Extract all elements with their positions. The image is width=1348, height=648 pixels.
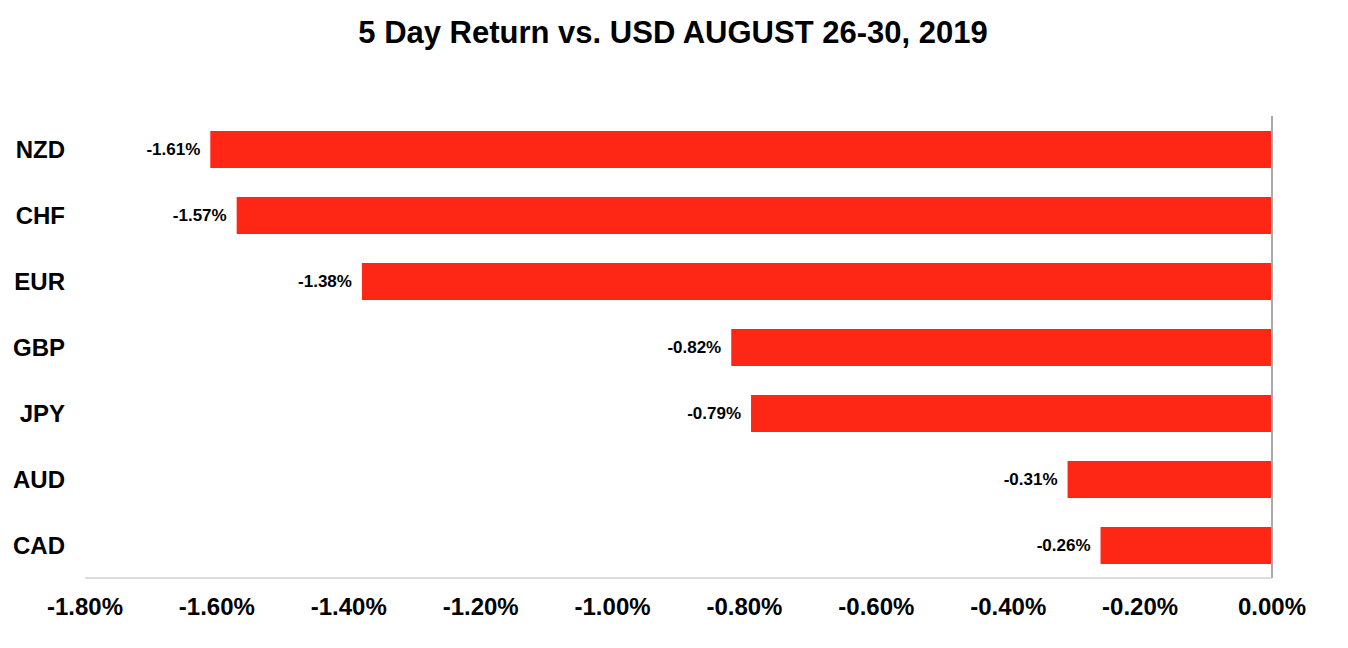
svg-text:-1.00%: -1.00% (575, 593, 651, 620)
svg-text:-1.38%: -1.38% (298, 272, 352, 291)
svg-text:EUR: EUR (14, 268, 65, 295)
svg-text:GBP: GBP (13, 334, 65, 361)
svg-text:-0.20%: -0.20% (1102, 593, 1178, 620)
svg-text:-0.82%: -0.82% (667, 338, 721, 357)
svg-text:-1.20%: -1.20% (443, 593, 519, 620)
svg-text:-0.26%: -0.26% (1037, 536, 1091, 555)
svg-text:-0.40%: -0.40% (970, 593, 1046, 620)
svg-text:-1.60%: -1.60% (179, 593, 255, 620)
svg-text:-0.31%: -0.31% (1004, 470, 1058, 489)
svg-text:-1.57%: -1.57% (173, 206, 227, 225)
svg-text:AUD: AUD (13, 466, 65, 493)
svg-text:-1.80%: -1.80% (47, 593, 123, 620)
svg-text:NZD: NZD (16, 136, 65, 163)
svg-text:CHF: CHF (16, 202, 65, 229)
svg-text:-1.61%: -1.61% (146, 140, 200, 159)
svg-text:-1.40%: -1.40% (311, 593, 387, 620)
svg-text:0.00%: 0.00% (1238, 593, 1306, 620)
svg-text:-0.80%: -0.80% (706, 593, 782, 620)
svg-text:-0.60%: -0.60% (838, 593, 914, 620)
svg-text:-0.79%: -0.79% (687, 404, 741, 423)
svg-text:JPY: JPY (20, 400, 65, 427)
svg-text:CAD: CAD (13, 532, 65, 559)
html-text:5 Day Return vs. USD AUGUST 26: 5 Day Return vs. USD AUGUST 26-30, 2019 (358, 15, 988, 50)
